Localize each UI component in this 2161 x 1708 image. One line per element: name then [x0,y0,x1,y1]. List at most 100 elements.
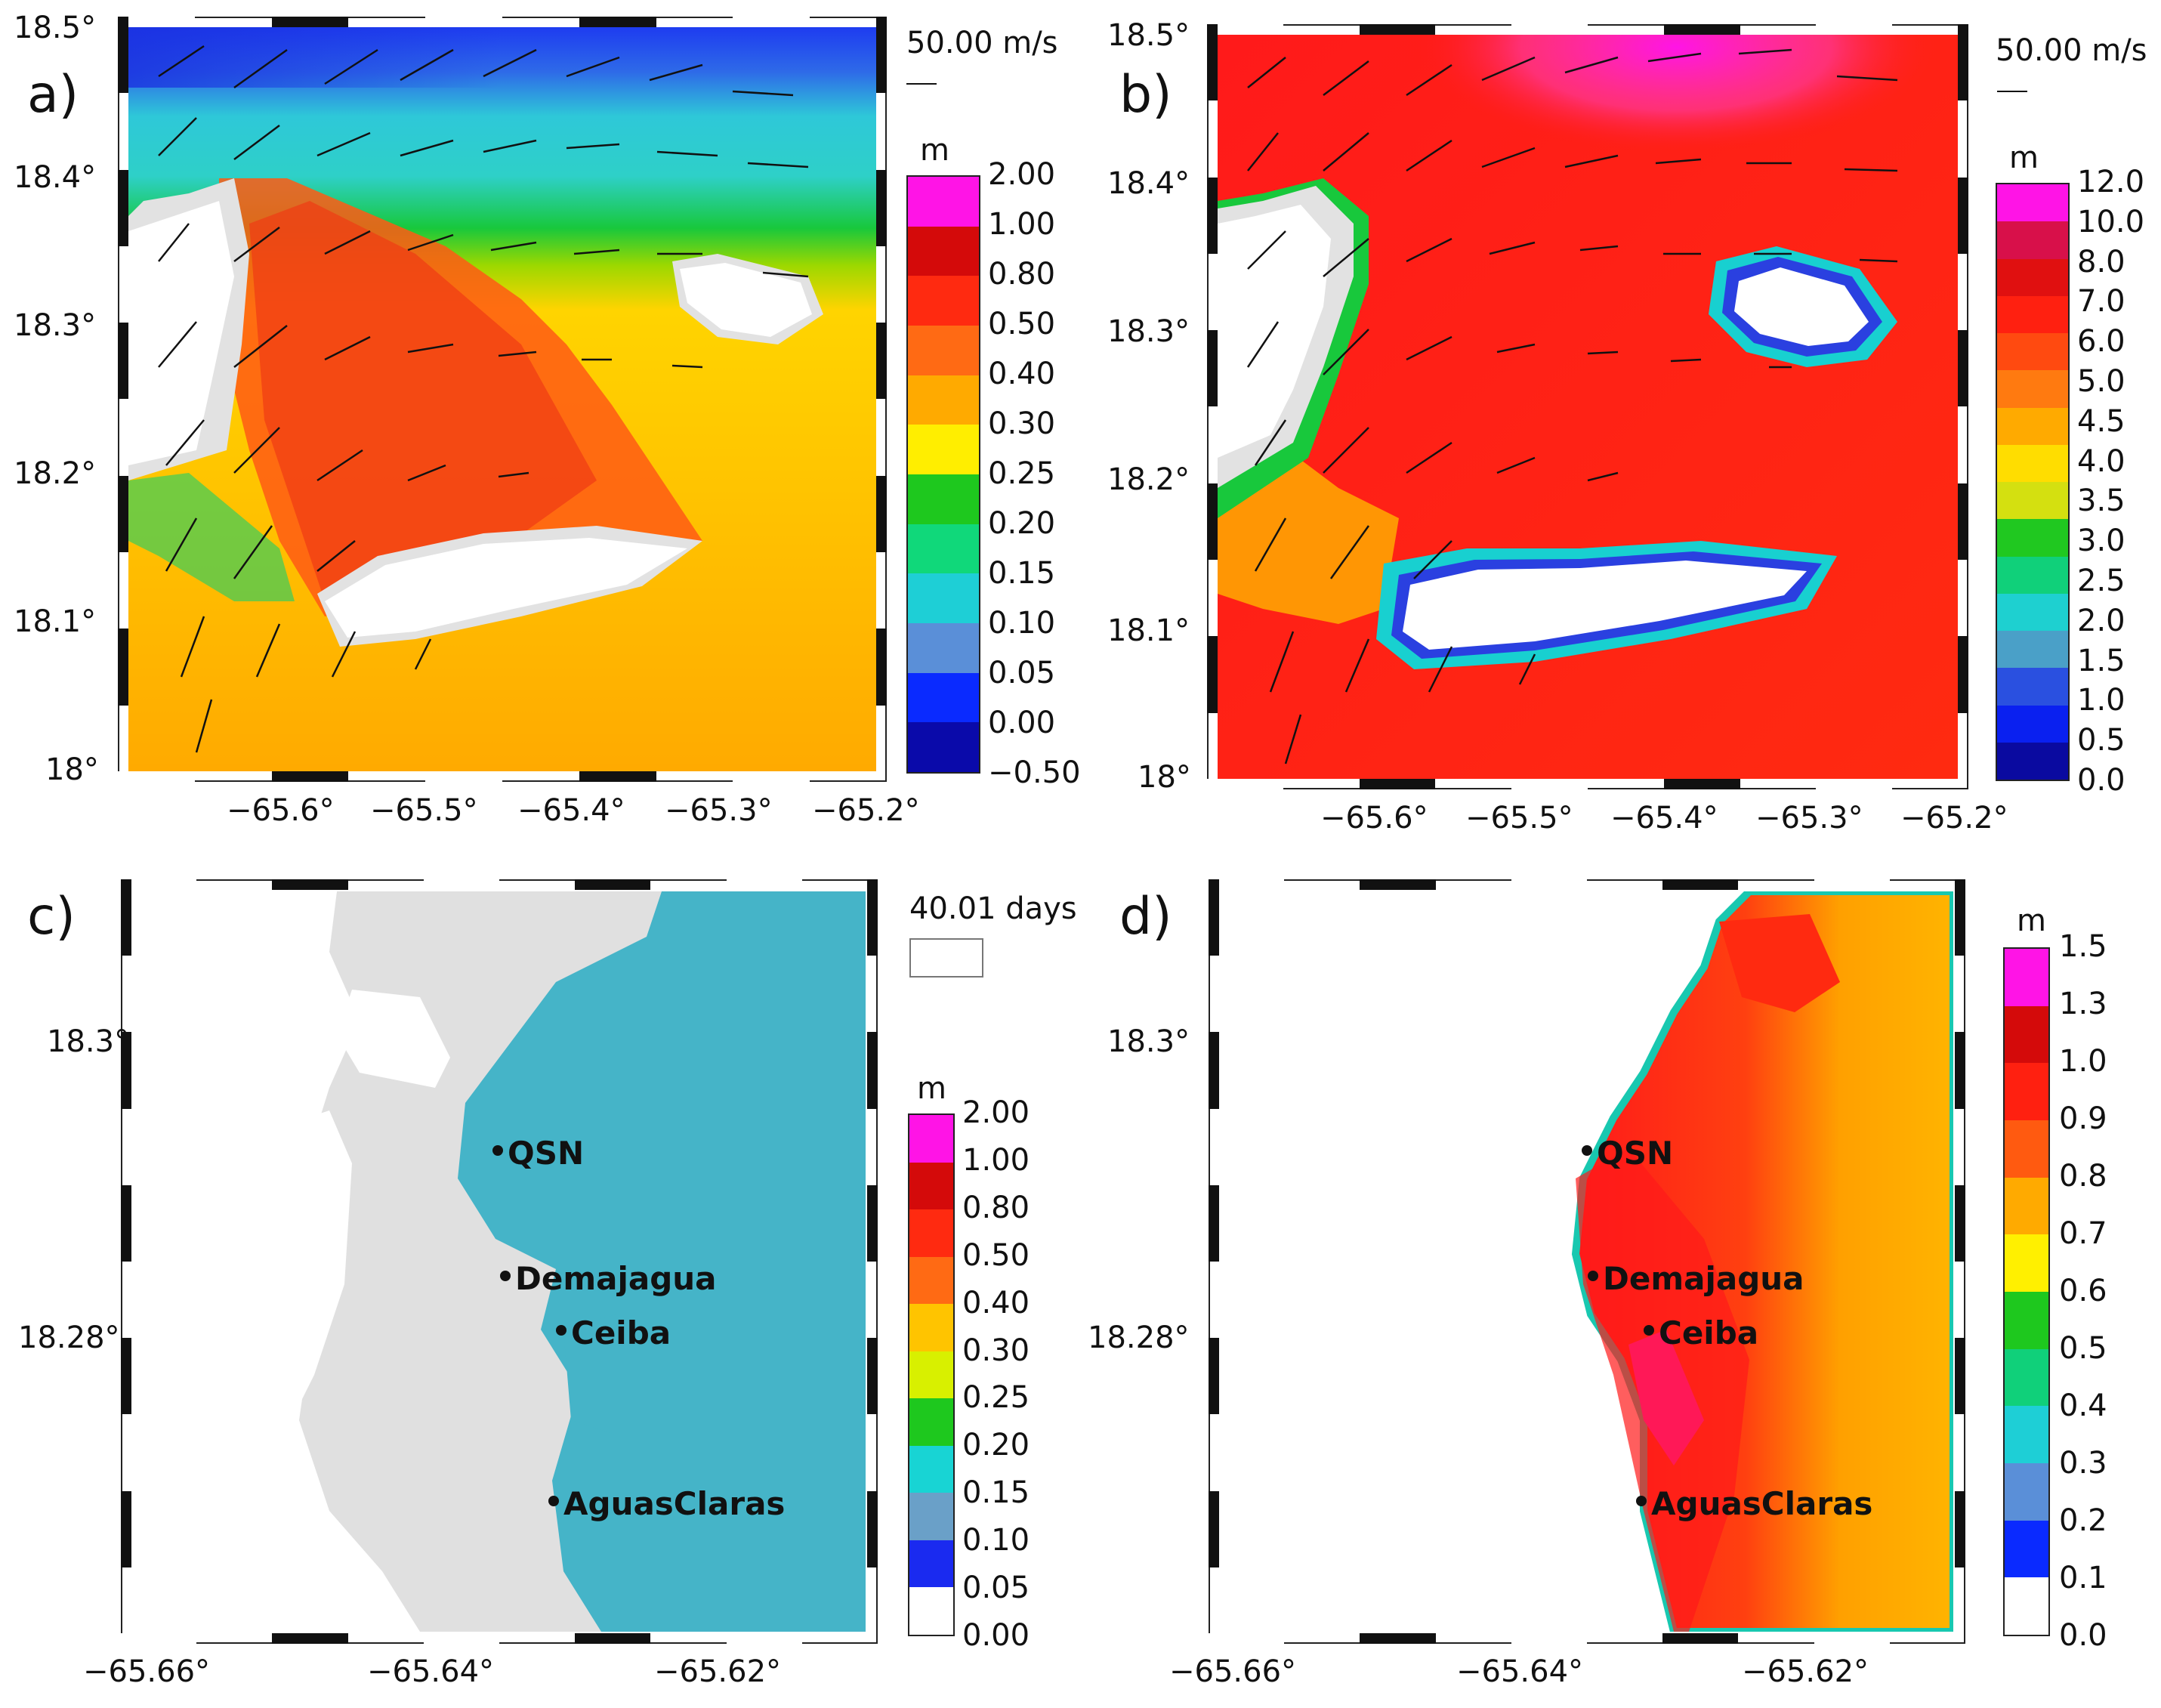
panel-c-days-box [909,938,983,978]
panel-b-ytick: 18.3° [1107,314,1190,349]
frame-tick-bar [121,1633,197,1644]
colorbar-label: 0.40 [988,357,1056,391]
frame-tick-bar [121,1032,131,1109]
colorbar-label: 0.4 [2059,1388,2107,1423]
station-demajagua-marker [500,1271,511,1281]
panel-a-map[interactable] [128,27,876,771]
frame-tick-bar [867,879,878,956]
colorbar-label: 1.00 [962,1142,1030,1178]
frame-tick-bar [271,771,349,782]
colorbar-label: 0.10 [962,1523,1030,1558]
colorbar-label: 1.0 [2059,1044,2107,1079]
panel-d-map[interactable] [1221,891,1953,1632]
colorbar-label: 0.05 [988,656,1056,690]
colorbar-segment [908,226,979,276]
station-demajagua-label: Demajagua [515,1260,717,1297]
panel-b-map[interactable] [1218,35,1958,779]
colorbar-label: 3.5 [2077,483,2125,519]
colorbar-label: 0.1 [2059,1561,2107,1595]
panel-c-colorbar [908,1113,955,1636]
frame-tick-bar [118,323,128,400]
colorbar-label: 0.50 [962,1237,1030,1273]
frame-tick-bar [1955,1184,1965,1262]
station-qsn-label: QSN [508,1135,585,1172]
panel-a-xtick: −65.5° [370,793,478,828]
colorbar-label: 12.0 [2077,165,2145,199]
colorbar-segment [1997,631,2068,669]
colorbar-label: 0.40 [962,1285,1030,1320]
panel-c-ytick: 18.28° [18,1320,120,1355]
panel-d-ytick: 18.3° [1107,1024,1190,1059]
frame-tick-bar [1958,636,1968,713]
frame-tick-bar [1209,879,1219,956]
panel-b-xtick: −65.2° [1900,801,2008,835]
station-demajagua-label: Demajagua [1603,1260,1804,1297]
colorbar-segment [908,276,979,326]
colorbar-label: 0.05 [962,1571,1030,1606]
colorbar-segment [2005,1577,2048,1635]
frame-tick-bar [423,1633,499,1644]
colorbar-label: 0.80 [988,257,1056,292]
colorbar-segment [1997,370,2068,408]
colorbar-label: 0.15 [988,556,1056,591]
colorbar-segment [2005,1463,2048,1521]
frame-tick-bar [1209,1490,1219,1567]
colorbar-segment [2005,1120,2048,1178]
frame-tick-bar [1359,779,1436,789]
panel-b-colorbar [1996,183,2070,781]
colorbar-label: 0.00 [988,706,1056,740]
frame-tick-bar [1207,779,1283,789]
panel-c-xtick: −65.64° [367,1654,495,1689]
colorbar-label: 0.5 [2059,1331,2107,1366]
colorbar-label: 0.30 [962,1333,1030,1368]
panel-c-xtick: −65.66° [83,1654,211,1689]
frame-tick-bar [118,17,128,94]
colorbar-label: 0.25 [962,1380,1030,1416]
frame-tick-bar [1958,330,1968,407]
panel-c-xtick: −65.62° [654,1654,782,1689]
frame-tick-bar [1662,1633,1739,1644]
station-qsn-label: QSN [1597,1135,1674,1172]
colorbar-label: 0.7 [2059,1216,2107,1251]
colorbar-segment [1997,482,2068,520]
frame-tick-bar [876,629,887,706]
frame-tick-bar [1207,177,1218,254]
colorbar-segment [1997,295,2068,333]
colorbar-segment [909,1115,953,1163]
frame-tick-bar [1207,24,1218,101]
panel-a-xtick: −65.4° [517,793,625,828]
panel-a-letter: a) [27,65,79,125]
frame-tick-bar [1814,1633,1890,1644]
colorbar-label: 0.25 [988,456,1056,491]
colorbar-label: 4.0 [2077,443,2125,479]
colorbar-segment [1997,333,2068,371]
colorbar-label: 2.0 [2077,603,2125,638]
frame-tick-bar [121,879,131,956]
frame-tick-bar [118,475,128,553]
colorbar-segment [1997,444,2068,482]
colorbar-segment [909,1540,953,1588]
colorbar-label: 0.6 [2059,1274,2107,1308]
frame-tick-bar [867,1184,878,1262]
frame-tick-bar [118,169,128,246]
station-ceiba-label: Ceiba [571,1314,671,1351]
colorbar-segment [909,1398,953,1446]
panel-a-ytick: 18.5° [14,11,97,45]
colorbar-segment [1997,668,2068,706]
frame-tick-bar [1360,1633,1436,1644]
frame-tick-bar [425,771,502,782]
colorbar-segment [908,722,979,772]
colorbar-segment [909,1445,953,1493]
frame-tick-bar [121,1338,131,1415]
frame-tick-bar [579,17,656,27]
panel-b-scale-arrow [1997,91,2027,92]
panel-a-xtick: −65.3° [665,793,773,828]
colorbar-label: 2.00 [988,157,1056,192]
frame-tick-bar [1955,1490,1965,1567]
colorbar-label: 3.0 [2077,524,2125,559]
panel-a-ytick: 18.2° [14,456,97,491]
frame-tick-bar [1663,24,1740,35]
colorbar-label: 7.0 [2077,284,2125,320]
frame-tick-bar [1955,1032,1965,1109]
panel-c-map[interactable] [133,891,866,1632]
